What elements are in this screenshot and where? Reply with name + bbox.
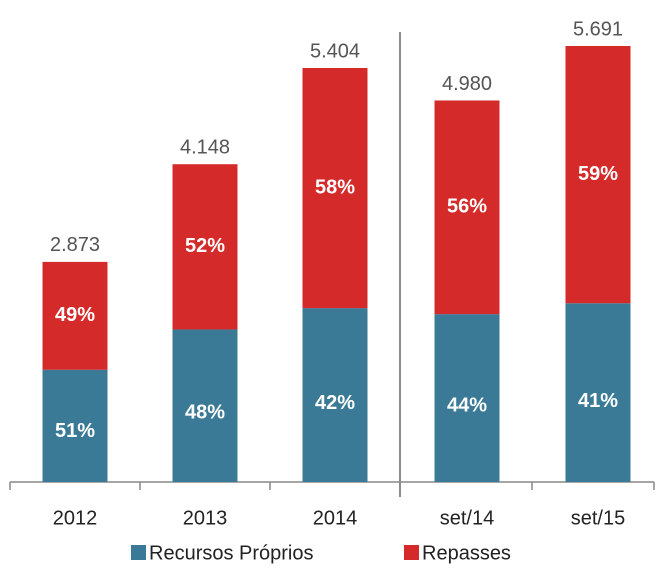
segment-label: 52% bbox=[185, 235, 225, 257]
segment-label: 59% bbox=[578, 163, 618, 185]
bar-segment bbox=[172, 164, 238, 330]
segment-label: 44% bbox=[447, 395, 487, 417]
legend-swatch bbox=[131, 545, 146, 560]
total-label: 5.404 bbox=[310, 40, 360, 62]
x-tick-label: set/15 bbox=[571, 507, 625, 529]
segment-label: 48% bbox=[185, 402, 225, 424]
x-tick-label: 2012 bbox=[53, 507, 98, 529]
segment-label: 42% bbox=[315, 392, 355, 414]
bar-segment bbox=[434, 314, 500, 482]
total-label: 5.691 bbox=[573, 18, 623, 40]
bar-segment bbox=[302, 308, 368, 482]
bar-segment bbox=[302, 67, 368, 309]
legend-label: Repasses bbox=[422, 542, 511, 564]
segment-label: 49% bbox=[55, 304, 95, 326]
segment-label: 41% bbox=[578, 390, 618, 412]
legend-label: Recursos Próprios bbox=[149, 542, 314, 564]
x-tick-label: 2013 bbox=[183, 507, 228, 529]
total-label: 4.148 bbox=[180, 136, 230, 158]
bar-segment bbox=[172, 329, 238, 482]
bar-segment bbox=[565, 46, 631, 304]
total-label: 2.873 bbox=[50, 234, 100, 256]
x-axis bbox=[9, 481, 655, 490]
legend-swatch bbox=[404, 545, 419, 560]
segment-label: 56% bbox=[447, 196, 487, 218]
total-label: 4.980 bbox=[442, 73, 492, 95]
segment-label: 58% bbox=[315, 176, 355, 198]
x-tick-label: set/14 bbox=[440, 507, 494, 529]
bar-segment bbox=[434, 100, 500, 315]
bar-segment bbox=[42, 261, 108, 370]
x-tick-label: 2014 bbox=[313, 507, 358, 529]
bar-segment bbox=[42, 369, 108, 482]
segment-label: 51% bbox=[55, 420, 95, 442]
bar-segment bbox=[565, 303, 631, 482]
